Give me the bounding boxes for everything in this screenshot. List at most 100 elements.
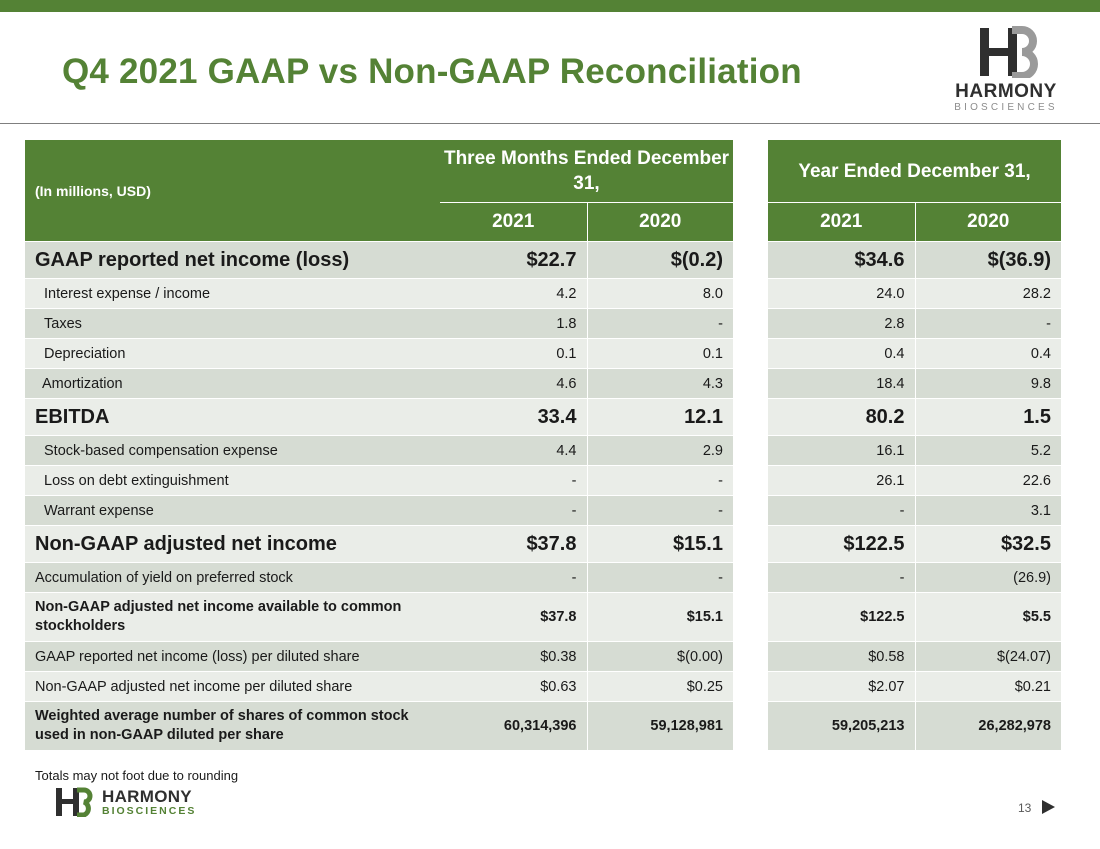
cell-value: 0.4 — [914, 338, 1061, 369]
cell-value: - — [586, 308, 733, 339]
cell-value: $34.6 — [768, 241, 915, 279]
cell-value: 0.1 — [440, 338, 587, 369]
cell-value: $5.5 — [914, 592, 1061, 642]
table-row: EBITDA 33.4 12.1 80.2 1.5 — [25, 398, 1061, 436]
hb-logo-mark-icon — [56, 787, 93, 817]
page-number: 13 — [1018, 801, 1032, 815]
cell-value: - — [586, 562, 733, 593]
three-months-header: Three Months Ended December 31, — [440, 140, 733, 203]
cell-value: 8.0 — [586, 278, 733, 309]
cell-value: (26.9) — [914, 562, 1061, 593]
row-label: Amortization — [25, 368, 440, 399]
table-row: Interest expense / income 4.2 8.0 24.0 2… — [25, 278, 1061, 309]
cell-value: $0.25 — [586, 671, 733, 702]
cell-value: $(0.00) — [586, 641, 733, 672]
table-row: Stock-based compensation expense 4.4 2.9… — [25, 435, 1061, 466]
cell-value: 60,314,396 — [440, 701, 587, 751]
cell-value: 80.2 — [768, 398, 915, 436]
row-label: GAAP reported net income (loss) — [25, 241, 440, 279]
year-col-header: 2021 — [440, 202, 587, 242]
table-row: Loss on debt extinguishment - - 26.1 22.… — [25, 465, 1061, 496]
row-label: Depreciation — [25, 338, 440, 369]
year-col-header: 2020 — [914, 202, 1061, 242]
cell-value: $0.58 — [768, 641, 915, 672]
cell-value: $2.07 — [768, 671, 915, 702]
footnote: Totals may not foot due to rounding — [35, 768, 239, 783]
cell-value: 4.4 — [440, 435, 587, 466]
cell-value: 59,205,213 — [768, 701, 915, 751]
table-row: Non-GAAP adjusted net income available t… — [25, 592, 1061, 642]
table-row: Non-GAAP adjusted net income per diluted… — [25, 671, 1061, 702]
row-label: Taxes — [25, 308, 440, 339]
cell-value: - — [914, 308, 1061, 339]
cell-value: $37.8 — [440, 525, 587, 563]
next-arrow-icon[interactable] — [1042, 800, 1055, 814]
row-label: Loss on debt extinguishment — [25, 465, 440, 496]
cell-value: $0.21 — [914, 671, 1061, 702]
cell-value: 4.6 — [440, 368, 587, 399]
cell-value: - — [440, 562, 587, 593]
table-row: Non-GAAP adjusted net income $37.8 $15.1… — [25, 525, 1061, 563]
cell-value: $0.63 — [440, 671, 587, 702]
hb-logo-mark-icon — [980, 26, 1038, 78]
cell-value: $0.38 — [440, 641, 587, 672]
year-col-header: 2021 — [768, 202, 915, 242]
cell-value: 2.8 — [768, 308, 915, 339]
unit-label: (In millions, USD) — [25, 140, 440, 242]
table-row: Depreciation 0.1 0.1 0.4 0.4 — [25, 338, 1061, 369]
cell-value: $(24.07) — [914, 641, 1061, 672]
slide-title: Q4 2021 GAAP vs Non-GAAP Reconciliation — [62, 52, 802, 91]
logo-subtitle: BIOSCIENCES — [954, 102, 1058, 113]
table-row: Accumulation of yield on preferred stock… — [25, 562, 1061, 593]
cell-value: $15.1 — [586, 525, 733, 563]
reconciliation-table: (In millions, USD) Three Months Ended De… — [25, 140, 1061, 751]
cell-value: 26.1 — [768, 465, 915, 496]
cell-value: 9.8 — [914, 368, 1061, 399]
cell-value: 0.4 — [768, 338, 915, 369]
cell-value: 16.1 — [768, 435, 915, 466]
cell-value: 4.2 — [440, 278, 587, 309]
table-header-row: (In millions, USD) Three Months Ended De… — [25, 140, 1061, 242]
cell-value: $22.7 — [440, 241, 587, 279]
cell-value: 3.1 — [914, 495, 1061, 526]
table-row: Taxes 1.8 - 2.8 - — [25, 308, 1061, 339]
table-row: GAAP reported net income (loss) per dilu… — [25, 641, 1061, 672]
cell-value: $15.1 — [586, 592, 733, 642]
cell-value: 24.0 — [768, 278, 915, 309]
footer-logo-wordmark: HARMONY — [102, 787, 192, 806]
footer-logo-subtitle: BIOSCIENCES — [102, 805, 197, 817]
cell-value: 4.3 — [586, 368, 733, 399]
cell-value: 0.1 — [586, 338, 733, 369]
cell-value: - — [440, 495, 587, 526]
row-label: Interest expense / income — [25, 278, 440, 309]
company-logo: HARMONY BIOSCIENCES — [938, 26, 1074, 114]
cell-value: 18.4 — [768, 368, 915, 399]
cell-value: 28.2 — [914, 278, 1061, 309]
cell-value: $122.5 — [768, 592, 915, 642]
table-row: Amortization 4.6 4.3 18.4 9.8 — [25, 368, 1061, 399]
table-year-row: 2021 2020 2021 2020 — [25, 202, 1061, 242]
cell-value: $(0.2) — [586, 241, 733, 279]
table-row: GAAP reported net income (loss) $22.7 $(… — [25, 241, 1061, 279]
cell-value: 59,128,981 — [586, 701, 733, 751]
row-label: GAAP reported net income (loss) per dilu… — [25, 641, 440, 672]
cell-value: - — [768, 495, 915, 526]
cell-value: - — [586, 495, 733, 526]
top-accent-bar — [0, 0, 1100, 12]
footer-logo: HARMONY BIOSCIENCES — [55, 787, 215, 817]
cell-value: $37.8 — [440, 592, 587, 642]
cell-value: 22.6 — [914, 465, 1061, 496]
cell-value: 12.1 — [586, 398, 733, 436]
row-label: Warrant expense — [25, 495, 440, 526]
column-gap — [733, 140, 768, 242]
row-label: Non-GAAP adjusted net income available t… — [25, 592, 440, 642]
table-row: Weighted average number of shares of com… — [25, 701, 1061, 751]
row-label: Accumulation of yield on preferred stock — [25, 562, 440, 593]
cell-value: 1.5 — [914, 398, 1061, 436]
cell-value: 1.8 — [440, 308, 587, 339]
cell-value: 26,282,978 — [914, 701, 1061, 751]
year-header: Year Ended December 31, — [768, 140, 1061, 203]
cell-value: $(36.9) — [914, 241, 1061, 279]
year-col-header: 2020 — [586, 202, 733, 242]
row-label: Non-GAAP adjusted net income per diluted… — [25, 671, 440, 702]
